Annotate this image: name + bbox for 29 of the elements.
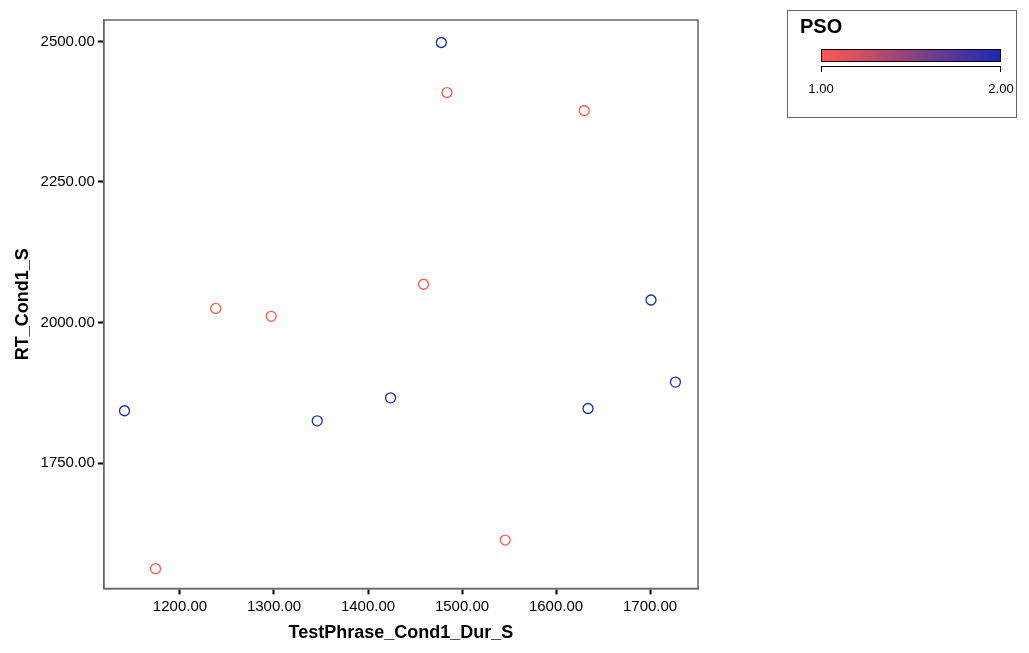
point	[578, 104, 590, 117]
x-tick-label: 1200.00	[152, 596, 208, 614]
y-axis-title: RT_Cond1_S	[11, 248, 32, 361]
y-tick-label: 2500.00	[40, 31, 95, 49]
x-tick-label: 1300.00	[246, 596, 302, 614]
point	[417, 278, 430, 290]
point	[384, 392, 397, 404]
x-tick-label: 1600.00	[528, 596, 584, 614]
y-tick-label: 2000.00	[40, 312, 95, 330]
color-bar-label: 2.00	[988, 81, 1014, 96]
point	[118, 405, 131, 417]
color-bar-title: PSO	[800, 15, 843, 38]
point	[499, 534, 511, 546]
point	[645, 294, 657, 306]
point	[582, 402, 594, 415]
x-tick-label: 1500.00	[434, 596, 490, 614]
point	[311, 415, 323, 427]
point	[669, 376, 682, 388]
color-bar-label: 1.00	[808, 81, 834, 96]
point	[149, 563, 162, 575]
y-tick-label: 1750.00	[40, 453, 95, 471]
x-tick-label: 1400.00	[340, 596, 396, 614]
point	[210, 302, 222, 315]
x-axis-title: TestPhrase_Cond1_Dur_S	[288, 622, 514, 643]
y-tick-label: 2250.00	[40, 172, 95, 190]
x-tick-label: 1700.00	[622, 596, 678, 614]
point	[441, 86, 453, 99]
point	[435, 36, 447, 49]
point	[265, 310, 277, 322]
